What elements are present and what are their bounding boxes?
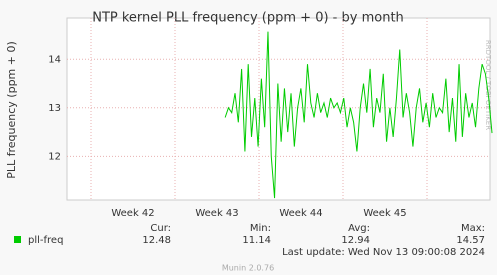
stat-label: Max: [461,223,485,234]
data-line [224,31,493,199]
y-tick-label: 13 [48,103,61,114]
footer: Munin 2.0.76 [222,264,274,273]
legend-swatch [14,236,21,243]
x-tick-label: Week 44 [279,208,322,219]
stat-label: Avg: [348,223,370,234]
plot-area [66,17,491,201]
last-update: Last update: Wed Nov 13 09:00:08 2024 [282,247,485,258]
side-text: RRDTOOL / TOBI OETIKER [484,40,492,130]
stat-value: 11.14 [242,235,271,246]
stat-value: 12.48 [142,235,171,246]
x-tick-label: Week 42 [111,208,154,219]
x-tick-label: Week 43 [195,208,238,219]
y-tick-label: 12 [48,151,61,162]
y-tick-label: 14 [48,54,61,65]
x-tick-label: Week 45 [363,208,406,219]
stat-value: 12.94 [341,235,370,246]
stat-label: Cur: [150,223,171,234]
legend-label: pll-freq [28,235,63,246]
chart-title: NTP kernel PLL frequency (ppm + 0) - by … [92,11,404,26]
stat-label: Min: [250,223,271,234]
y-axis-label: PLL frequency (ppm + 0) [5,41,18,179]
stat-value: 14.57 [456,235,485,246]
